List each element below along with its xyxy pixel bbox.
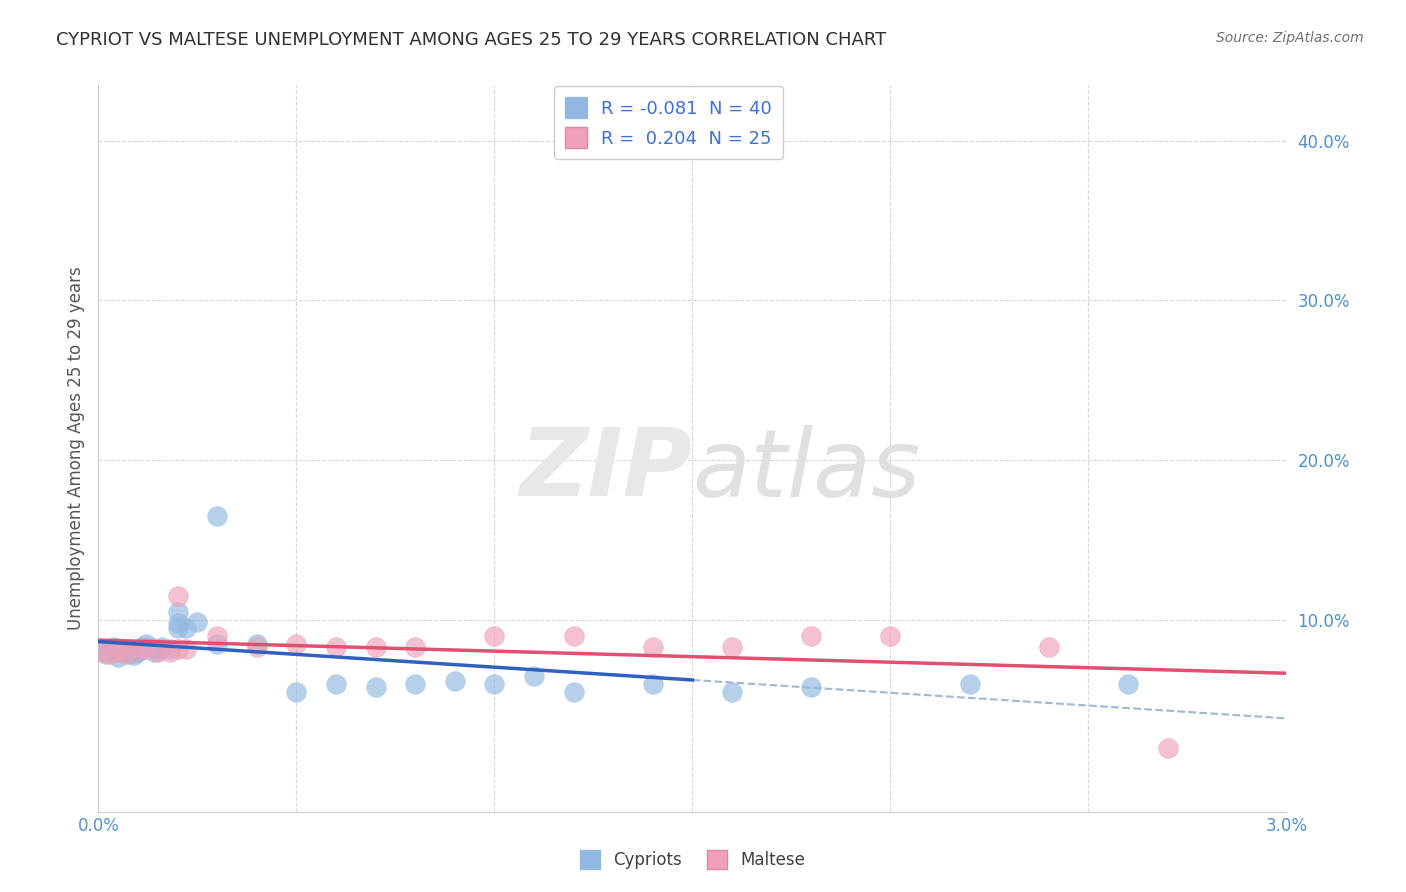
Point <box>562 629 585 643</box>
Point <box>107 645 129 659</box>
Point <box>404 640 426 655</box>
Point <box>107 649 129 664</box>
Point <box>325 640 347 655</box>
Point <box>103 640 125 655</box>
Point <box>139 640 162 655</box>
Point <box>444 673 467 688</box>
Point <box>325 677 347 691</box>
Point <box>91 645 114 659</box>
Point <box>721 685 744 699</box>
Point <box>166 641 188 656</box>
Point <box>91 641 114 656</box>
Point <box>484 677 506 691</box>
Point <box>1157 740 1180 755</box>
Y-axis label: Unemployment Among Ages 25 to 29 years: Unemployment Among Ages 25 to 29 years <box>66 267 84 630</box>
Point <box>1116 677 1139 691</box>
Point <box>174 641 197 656</box>
Point <box>207 509 229 524</box>
Point <box>641 640 664 655</box>
Point <box>364 680 387 694</box>
Point <box>207 629 229 643</box>
Point <box>159 645 181 659</box>
Point <box>174 621 197 635</box>
Point <box>142 645 165 659</box>
Point <box>96 647 118 661</box>
Point <box>135 637 157 651</box>
Point <box>159 641 181 656</box>
Point <box>1038 640 1060 655</box>
Point <box>404 677 426 691</box>
Point <box>246 640 269 655</box>
Text: atlas: atlas <box>692 425 921 516</box>
Point <box>127 645 149 659</box>
Point <box>246 637 269 651</box>
Point <box>166 605 188 619</box>
Text: Source: ZipAtlas.com: Source: ZipAtlas.com <box>1216 31 1364 45</box>
Point <box>721 640 744 655</box>
Text: ZIP: ZIP <box>520 424 692 516</box>
Point <box>800 629 823 643</box>
Point <box>150 640 173 655</box>
Point <box>364 640 387 655</box>
Point <box>562 685 585 699</box>
Point <box>135 641 157 656</box>
Point <box>146 641 169 656</box>
Point <box>166 616 188 631</box>
Point <box>879 629 901 643</box>
Point <box>127 643 149 657</box>
Point <box>641 677 664 691</box>
Point <box>166 589 188 603</box>
Point <box>800 680 823 694</box>
Point <box>115 647 138 661</box>
Point <box>98 643 121 657</box>
Point <box>127 641 149 656</box>
Point <box>523 669 546 683</box>
Point <box>111 641 134 656</box>
Point <box>285 637 308 651</box>
Point <box>959 677 981 691</box>
Point <box>166 621 188 635</box>
Point <box>120 647 142 661</box>
Point <box>107 645 129 659</box>
Point <box>285 685 308 699</box>
Point <box>207 637 229 651</box>
Text: CYPRIOT VS MALTESE UNEMPLOYMENT AMONG AGES 25 TO 29 YEARS CORRELATION CHART: CYPRIOT VS MALTESE UNEMPLOYMENT AMONG AG… <box>56 31 887 49</box>
Point <box>115 645 138 659</box>
Point <box>484 629 506 643</box>
Point <box>98 647 121 661</box>
Point <box>146 645 169 659</box>
Point <box>186 615 208 629</box>
Legend: Cypriots, Maltese: Cypriots, Maltese <box>574 844 811 876</box>
Point <box>122 648 145 662</box>
Point <box>131 640 153 655</box>
